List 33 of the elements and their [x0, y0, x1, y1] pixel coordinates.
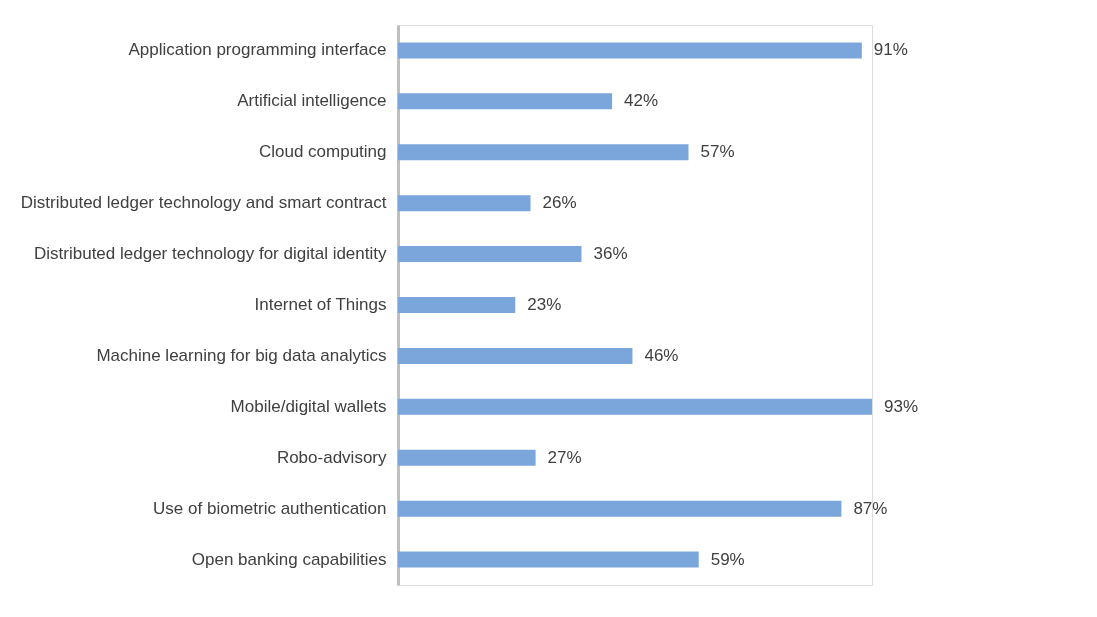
data-label: 87%: [853, 498, 888, 518]
y-tick-label: Open banking capabilities: [191, 549, 387, 569]
data-label: 93%: [884, 396, 919, 416]
bar: [398, 246, 582, 263]
bar: [398, 347, 633, 364]
y-tick-label: Mobile/digital wallets: [230, 396, 387, 416]
bar: [398, 500, 842, 517]
bar: [398, 93, 613, 110]
y-tick-label: Cloud computing: [258, 142, 387, 162]
data-label: 23%: [527, 295, 562, 314]
data-label: 42%: [624, 91, 659, 111]
data-label: 91%: [873, 40, 908, 60]
data-label: 57%: [700, 142, 735, 162]
bar: [398, 42, 862, 59]
data-label: 27%: [547, 447, 582, 467]
y-tick-label: Application programming interface: [128, 40, 387, 60]
y-tick-label: Use of biometric authentication: [153, 498, 387, 518]
y-tick-label: Distributed ledger technology for digital identity: [34, 244, 387, 264]
bar: [398, 398, 872, 415]
y-tick-label: Artificial intelligence: [237, 91, 387, 111]
data-label: 36%: [593, 244, 628, 264]
y-tick-label: Internet of Things: [254, 295, 387, 314]
y-tick-label: Distributed ledger technology and smart contract: [20, 193, 387, 213]
y-tick-label: Robo-advisory: [276, 447, 387, 467]
data-label: 46%: [644, 345, 679, 365]
bar: [398, 551, 699, 568]
bar: [398, 297, 516, 313]
bar: [398, 449, 536, 466]
data-label: 59%: [710, 549, 745, 569]
y-tick-label: Machine learning for big data analytics: [96, 345, 387, 365]
data-label: 26%: [542, 193, 577, 213]
bar: [398, 144, 689, 161]
bar: [398, 195, 531, 212]
